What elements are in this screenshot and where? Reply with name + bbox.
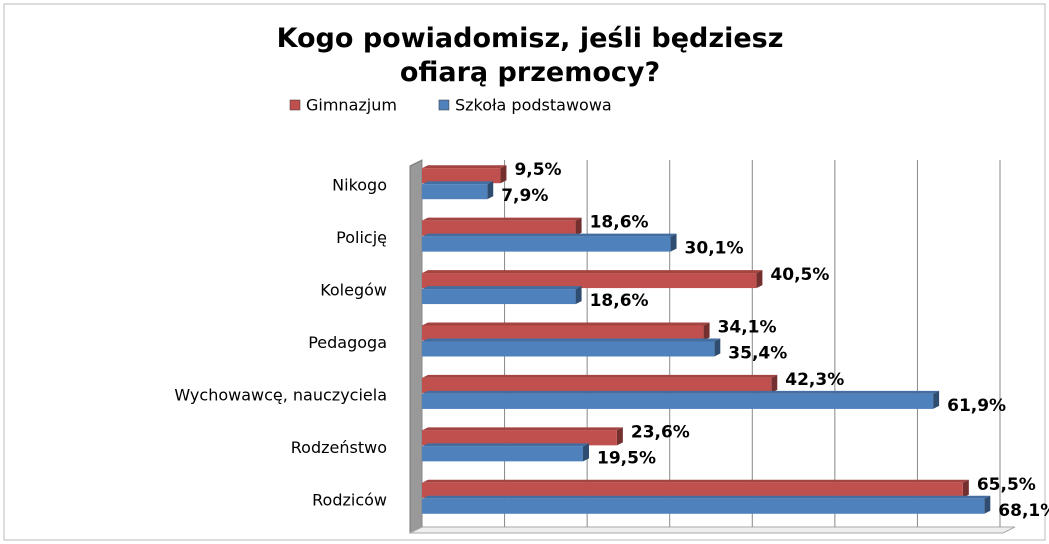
value-label: 30,1% xyxy=(685,239,744,259)
bar-top xyxy=(422,165,507,169)
bar-top xyxy=(422,270,763,274)
bar xyxy=(422,220,576,236)
bar-top xyxy=(422,495,991,499)
bar-top xyxy=(422,427,623,431)
chart-border xyxy=(3,3,1046,541)
bar xyxy=(422,377,772,393)
legend-swatch xyxy=(438,99,450,111)
value-label: 42,3% xyxy=(785,370,844,390)
bar-side xyxy=(583,443,590,462)
bar-side xyxy=(933,390,940,409)
bar xyxy=(422,446,584,462)
bar-side xyxy=(500,165,507,184)
bar xyxy=(422,393,934,409)
bar xyxy=(422,325,704,341)
value-label: 68,1% xyxy=(998,501,1049,521)
bar xyxy=(422,341,715,357)
y-tick-label: Rodziców xyxy=(312,490,387,509)
bar-side xyxy=(984,495,991,514)
side-wall xyxy=(409,159,423,534)
y-tick-label: Wychowawcę, nauczyciela xyxy=(174,385,387,404)
legend-label: Gimnazjum xyxy=(306,96,397,115)
y-tick-label: Rodzeństwo xyxy=(291,438,387,457)
chart-title: Kogo powiadomisz, jeśli będziesz ofiarą … xyxy=(276,23,784,88)
bar-top xyxy=(422,390,940,394)
bar-side xyxy=(487,181,494,200)
bar-top xyxy=(422,286,582,290)
bar-side xyxy=(962,479,969,498)
value-label: 61,9% xyxy=(947,396,1006,416)
bar xyxy=(422,168,501,184)
y-tick-label: Pedagoga xyxy=(308,333,387,352)
bar xyxy=(422,289,576,305)
bar xyxy=(422,184,488,200)
value-label: 7,9% xyxy=(501,186,548,206)
value-label: 40,5% xyxy=(770,265,829,285)
value-label: 35,4% xyxy=(728,344,787,364)
bar-top xyxy=(422,443,590,447)
bar-side xyxy=(575,286,582,305)
value-label: 19,5% xyxy=(597,448,656,468)
value-label: 18,6% xyxy=(590,213,649,233)
bar xyxy=(422,498,985,514)
y-tick-label: Nikogo xyxy=(332,176,387,195)
legend-label: Szkoła podstawowa xyxy=(455,96,612,115)
bar-top xyxy=(422,181,494,185)
value-label: 18,6% xyxy=(590,291,649,311)
bar xyxy=(422,430,617,446)
bar-top xyxy=(422,479,969,483)
bar-top xyxy=(422,322,710,326)
bar xyxy=(422,236,671,252)
bar-side xyxy=(703,322,710,341)
bar-side xyxy=(575,217,582,236)
bar-top xyxy=(422,338,721,342)
bar-side xyxy=(771,374,778,393)
bar-side xyxy=(670,233,677,252)
bar xyxy=(422,482,963,498)
bar-top xyxy=(422,233,677,237)
value-label: 23,6% xyxy=(631,422,690,442)
bar-top xyxy=(422,374,778,378)
value-label: 34,1% xyxy=(718,318,777,338)
value-label: 9,5% xyxy=(514,160,561,180)
value-label: 65,5% xyxy=(977,475,1036,495)
bar-side xyxy=(616,427,623,446)
bar-side xyxy=(756,270,763,289)
bar-side xyxy=(714,338,721,357)
bar xyxy=(422,273,757,289)
floor xyxy=(409,526,1016,534)
y-tick-label: Kolegów xyxy=(320,281,387,300)
bar-top xyxy=(422,217,582,221)
legend-swatch xyxy=(289,99,301,111)
y-tick-label: Policję xyxy=(336,228,387,247)
